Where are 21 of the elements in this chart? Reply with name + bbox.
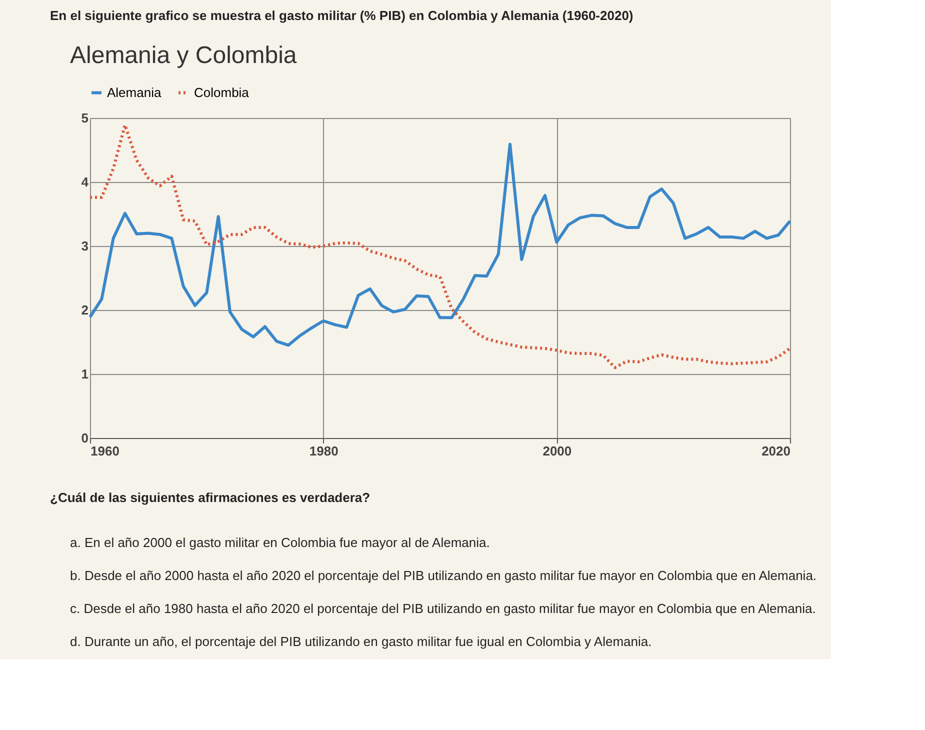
chart-title: Alemania y Colombia bbox=[70, 42, 298, 69]
legend-label: Colombia bbox=[194, 84, 250, 100]
y-tick-label: 3 bbox=[81, 238, 88, 254]
x-tick-label: 1960 bbox=[90, 444, 120, 458]
x-tick-label: 2020 bbox=[762, 444, 790, 458]
x-tick-label: 2000 bbox=[542, 444, 572, 458]
y-tick-label: 0 bbox=[81, 430, 88, 446]
y-tick-label: 2 bbox=[81, 302, 88, 318]
text: d. Durante un año, el porcentaje del PIB utilizando en gasto militar fue igual en Colombia y Alemania. bbox=[70, 634, 652, 649]
line-series bbox=[88, 124, 792, 370]
line-series bbox=[88, 142, 792, 347]
x-tick-label: 1980 bbox=[309, 444, 338, 458]
text: c. Desde el año 1980 hasta el año 2020 el porcentaje del PIB utilizando en gasto militar fue mayor en Colombia que en Alemania. bbox=[70, 601, 816, 616]
text: ¿Cuál de las siguientes afirmaciones es verdadera? bbox=[50, 490, 370, 505]
text: b. Desde el año 2000 hasta el año 2020 el porcentaje del PIB utilizando en gasto militar fue mayor en Colombia que en Alemania. bbox=[70, 568, 817, 583]
y-tick-label: 1 bbox=[81, 366, 88, 382]
y-tick-label: 5 bbox=[81, 110, 88, 126]
legend-label: Alemania bbox=[107, 84, 162, 100]
y-tick-label: 4 bbox=[81, 174, 90, 190]
text: a. En el año 2000 el gasto militar en Colombia fue mayor al de Alemania. bbox=[70, 535, 490, 550]
text: En el siguiente grafico se muestra el gasto militar (% PIB) en Colombia y Alemania (1960-2020) bbox=[50, 8, 634, 23]
